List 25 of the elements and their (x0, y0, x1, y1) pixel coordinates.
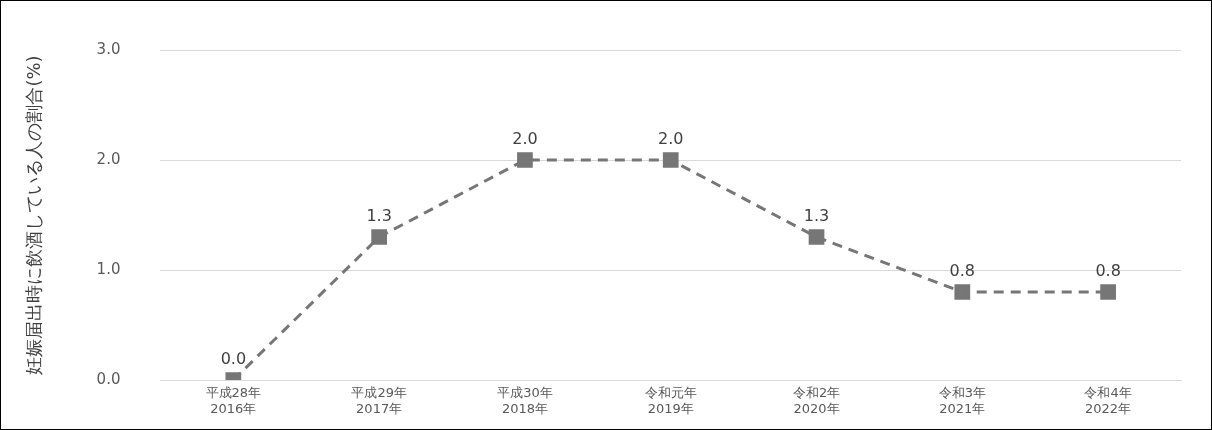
point (662, 152, 679, 168)
x-tick-label: 平成30年 2018年 (497, 385, 553, 416)
y-tick-label: 2.0 (96, 149, 121, 168)
y-tick-label: 1.0 (96, 259, 121, 278)
point (371, 229, 388, 245)
x-tick-label: 令和4年 2022年 (1084, 385, 1132, 416)
point (1100, 284, 1116, 300)
x-tick-label: 令和2年 2020年 (792, 385, 841, 416)
point (808, 229, 825, 245)
y-axis-title: 妊娠届出時に飲酒している人の割合(%) (23, 55, 45, 375)
y-tick-label: 0.0 (96, 369, 121, 388)
data-label: 2.0 (512, 129, 538, 149)
point (954, 284, 971, 300)
data-label: 0.0 (220, 349, 247, 369)
x-tick-label: 令和元年 2019年 (644, 385, 697, 416)
data-label: 1.3 (366, 206, 392, 226)
x-tick-label: 平成28年 2016年 (205, 385, 262, 416)
data-label: 1.3 (803, 206, 830, 226)
point (517, 152, 533, 168)
data-label: 0.8 (949, 261, 976, 281)
x-tick-label: 平成29年 2017年 (351, 385, 407, 416)
data-label: 0.8 (1095, 261, 1121, 281)
x-tick-label: 令和3年 2021年 (938, 385, 986, 416)
data-label: 2.0 (658, 129, 684, 149)
y-tick-label: 3.0 (96, 39, 121, 58)
